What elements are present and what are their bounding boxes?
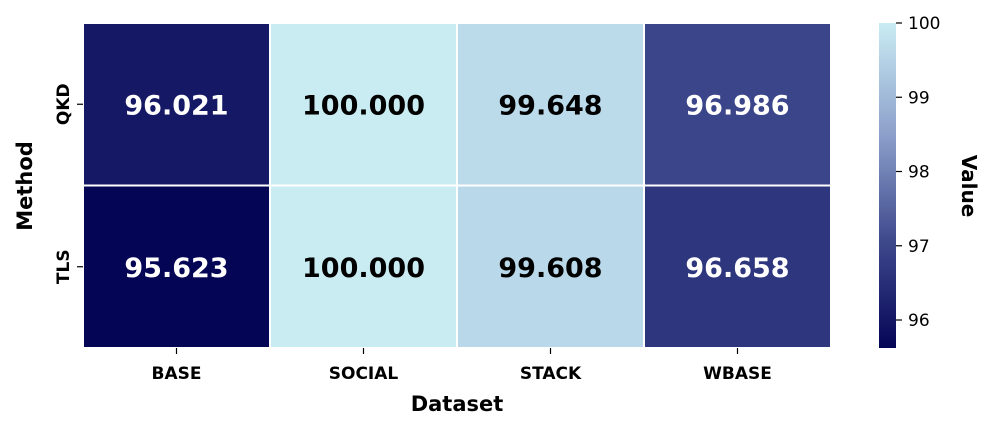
y-tick-label: TLS [54, 249, 74, 284]
colorbar-tick-label: 97 [908, 237, 930, 257]
heatmap-cells [82, 22, 832, 349]
y-axis-ticks: QKD TLS [54, 83, 83, 284]
x-tick-label: BASE [152, 364, 202, 384]
colorbar-title: Value [957, 155, 981, 218]
colorbar [879, 23, 896, 348]
x-tick-label: WBASE [703, 364, 772, 384]
heatmap-cell [82, 184, 271, 349]
colorbar-tick-label: 98 [908, 163, 930, 183]
heatmap-cell [643, 184, 832, 349]
colorbar-tick-label: 96 [908, 311, 930, 331]
x-tick-label: SOCIAL [329, 364, 399, 384]
colorbar-tick-label: 99 [908, 88, 930, 108]
x-tick-label: STACK [520, 364, 582, 384]
cell-value-label: 99.608 [498, 253, 602, 284]
x-axis-ticks: BASE SOCIAL STACK WBASE [152, 348, 772, 384]
y-axis-title: Method [13, 141, 37, 231]
heatmap-cell-labels: 96.021 100.000 99.648 96.986 95.623 100.000 99… [124, 90, 789, 284]
heatmap-cell [269, 184, 458, 349]
cell-value-label: 95.623 [124, 253, 228, 284]
heatmap-cell [269, 22, 458, 187]
cell-value-label: 96.021 [124, 90, 228, 121]
cell-value-label: 96.658 [685, 253, 789, 284]
colorbar-ticks: 96 97 98 99 100 [896, 14, 940, 331]
x-axis-title: Dataset [411, 392, 504, 416]
heatmap-cell [456, 22, 645, 187]
heatmap-cell [82, 22, 271, 187]
y-tick-label: QKD [54, 83, 74, 125]
cell-value-label: 100.000 [302, 90, 425, 121]
cell-value-label: 100.000 [302, 253, 425, 284]
cell-value-label: 99.648 [498, 90, 602, 121]
cell-value-label: 96.986 [685, 90, 789, 121]
heatmap-cell [643, 22, 832, 187]
colorbar-tick-label: 100 [908, 14, 940, 34]
